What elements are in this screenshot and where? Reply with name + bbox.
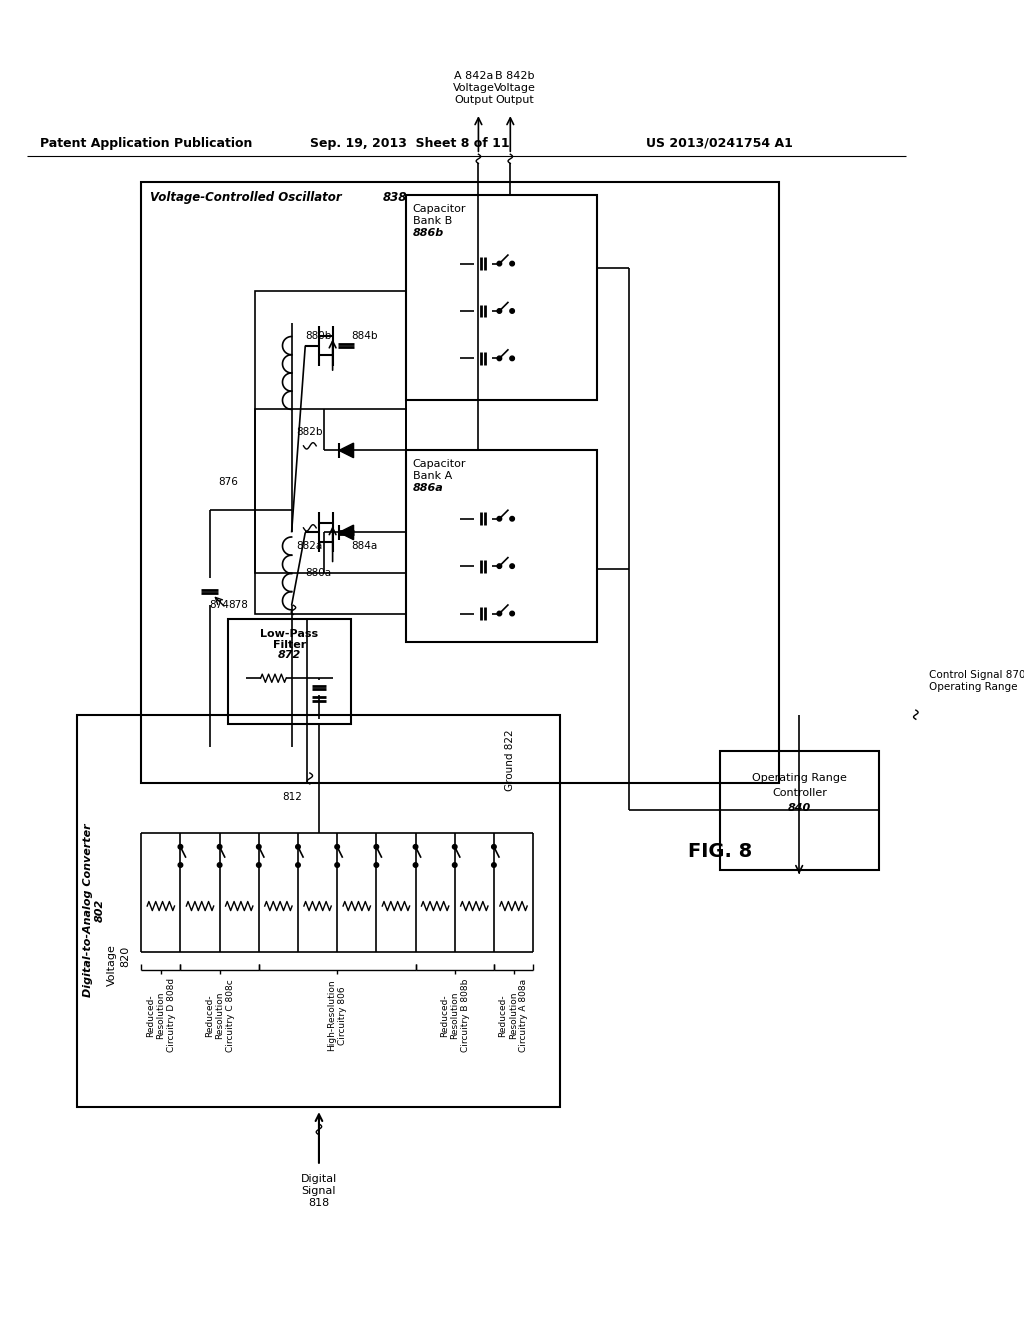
Circle shape [374, 863, 379, 867]
Circle shape [510, 261, 514, 265]
Text: 880b: 880b [305, 331, 332, 342]
Text: US 2013/0241754 A1: US 2013/0241754 A1 [646, 137, 794, 149]
Circle shape [178, 845, 182, 849]
Text: Reduced-
Resolution
Circuitry A 808a: Reduced- Resolution Circuitry A 808a [499, 979, 528, 1052]
Circle shape [497, 356, 502, 360]
Bar [406, 450, 597, 642]
Polygon shape [339, 525, 353, 540]
Text: 884b: 884b [351, 331, 377, 342]
Text: Reduced-
Resolution
Circuitry B 808b: Reduced- Resolution Circuitry B 808b [440, 978, 470, 1052]
Text: Operating Range: Operating Range [930, 682, 1018, 692]
Text: High-Resolution
Circuitry 806: High-Resolution Circuitry 806 [328, 979, 347, 1051]
Bar [255, 290, 406, 614]
Circle shape [492, 863, 497, 867]
Text: B 842b: B 842b [496, 71, 535, 81]
Text: 880a: 880a [305, 569, 332, 578]
Circle shape [414, 863, 418, 867]
Text: A 842a: A 842a [455, 71, 494, 81]
Bar [720, 751, 880, 870]
Circle shape [492, 845, 497, 849]
Circle shape [178, 863, 182, 867]
Circle shape [497, 309, 502, 313]
Circle shape [217, 863, 222, 867]
Bar [255, 409, 406, 573]
Text: Capacitor: Capacitor [413, 203, 466, 214]
Circle shape [217, 845, 222, 849]
Text: 818: 818 [308, 1199, 330, 1208]
Text: 872: 872 [278, 651, 301, 660]
Text: 886a: 886a [413, 483, 443, 492]
Text: Voltage: Voltage [453, 83, 495, 92]
Text: Low-Pass: Low-Pass [260, 628, 318, 639]
Text: Sep. 19, 2013  Sheet 8 of 11: Sep. 19, 2013 Sheet 8 of 11 [310, 137, 510, 149]
Circle shape [510, 564, 514, 569]
Text: Output: Output [455, 95, 494, 104]
Circle shape [497, 611, 502, 616]
Text: Filter: Filter [272, 639, 306, 649]
Circle shape [497, 261, 502, 265]
Text: Reduced-
Resolution
Circuitry C 808c: Reduced- Resolution Circuitry C 808c [205, 979, 234, 1052]
Text: Bank A: Bank A [413, 471, 452, 480]
Text: 802: 802 [95, 899, 105, 923]
Polygon shape [339, 444, 353, 458]
Bar [141, 182, 779, 783]
Text: 878: 878 [227, 601, 248, 610]
Text: 874: 874 [210, 601, 229, 610]
Text: Control Signal 870: Control Signal 870 [930, 671, 1024, 681]
Text: Ground 822: Ground 822 [505, 730, 515, 791]
Text: Voltage: Voltage [494, 83, 536, 92]
Circle shape [453, 863, 457, 867]
Text: Output: Output [496, 95, 535, 104]
Circle shape [414, 845, 418, 849]
Bar [406, 195, 597, 400]
Circle shape [510, 611, 514, 616]
Circle shape [510, 516, 514, 521]
Circle shape [296, 863, 300, 867]
Text: Patent Application Publication: Patent Application Publication [40, 137, 252, 149]
Text: 882b: 882b [296, 428, 323, 437]
Text: Signal: Signal [302, 1187, 336, 1196]
Circle shape [453, 845, 457, 849]
Text: Voltage-Controlled Oscillator: Voltage-Controlled Oscillator [151, 191, 342, 205]
Bar [227, 619, 351, 723]
Text: 884a: 884a [351, 541, 377, 550]
Circle shape [497, 516, 502, 521]
Text: 838: 838 [383, 191, 408, 205]
Circle shape [335, 845, 339, 849]
Circle shape [510, 356, 514, 360]
Text: Voltage: Voltage [108, 944, 117, 986]
Text: FIG. 8: FIG. 8 [688, 842, 752, 861]
Text: Digital-to-Analog Converter: Digital-to-Analog Converter [83, 824, 93, 998]
Circle shape [335, 863, 339, 867]
Bar [78, 714, 560, 1106]
Text: 882a: 882a [296, 541, 323, 550]
Text: 840: 840 [788, 803, 811, 813]
Text: 876: 876 [219, 478, 239, 487]
Circle shape [374, 845, 379, 849]
Text: 812: 812 [283, 792, 302, 801]
Circle shape [296, 845, 300, 849]
Circle shape [257, 863, 261, 867]
Circle shape [510, 309, 514, 313]
Text: 820: 820 [120, 945, 130, 966]
Circle shape [257, 845, 261, 849]
Text: Operating Range: Operating Range [753, 774, 847, 784]
Circle shape [497, 564, 502, 569]
Text: Reduced-
Resolution
Circuitry D 808d: Reduced- Resolution Circuitry D 808d [146, 978, 176, 1052]
Text: Controller: Controller [772, 788, 827, 799]
Text: Digital: Digital [301, 1175, 337, 1184]
Text: 886b: 886b [413, 227, 444, 238]
Text: Bank B: Bank B [413, 215, 452, 226]
Text: Capacitor: Capacitor [413, 459, 466, 469]
